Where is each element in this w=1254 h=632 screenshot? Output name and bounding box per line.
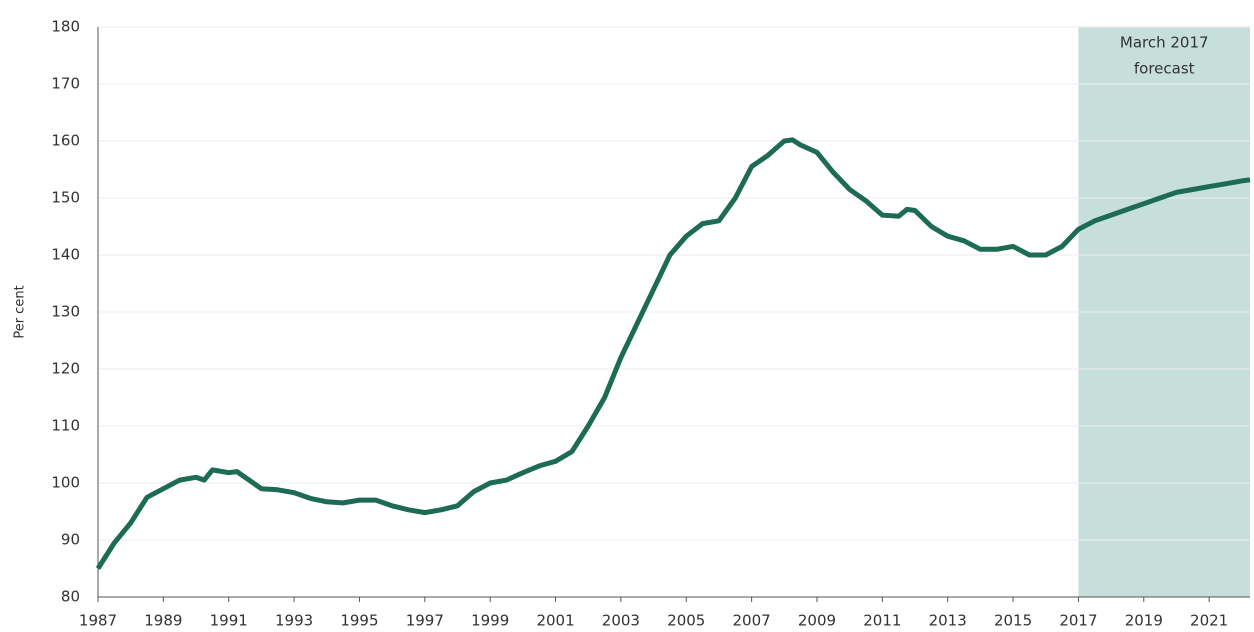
annotation: forecast	[1134, 60, 1195, 78]
y-tick-label: 120	[51, 360, 80, 378]
series-line	[95, 137, 1251, 570]
x-tick-label: 2013	[929, 612, 967, 630]
y-tick-label: 130	[51, 303, 80, 321]
x-tick-label: 2017	[1059, 612, 1097, 630]
x-tick-label: 2007	[733, 612, 771, 630]
x-tick-label: 1999	[471, 612, 509, 630]
x-tick-label: 2003	[602, 612, 640, 630]
x-tick-label: 2009	[798, 612, 836, 630]
y-tick-label: 160	[51, 132, 80, 150]
x-tick-label: 2001	[536, 612, 574, 630]
x-tick-label: 1989	[144, 612, 182, 630]
x-tick-label: 1995	[340, 612, 378, 630]
annotation: March 2017	[1120, 34, 1209, 52]
y-tick-label: 170	[51, 75, 80, 93]
x-tick-label: 1993	[275, 612, 313, 630]
y-tick-label: 140	[51, 246, 80, 264]
y-tick-label: 100	[51, 474, 80, 492]
y-axis-label: Per cent	[13, 285, 28, 338]
x-tick-label: 1997	[406, 612, 444, 630]
x-tick-label: 1987	[79, 612, 117, 630]
x-tick-label: 2011	[863, 612, 901, 630]
y-tick-label: 150	[51, 189, 80, 207]
x-tick-label: 1991	[210, 612, 248, 630]
y-tick-label: 90	[61, 531, 80, 549]
x-tick-label: 2021	[1190, 612, 1228, 630]
y-tick-label: 110	[51, 417, 80, 435]
y-tick-label: 180	[51, 18, 80, 36]
x-tick-label: 2015	[994, 612, 1032, 630]
x-tick-label: 2019	[1125, 612, 1163, 630]
y-tick-label: 80	[61, 588, 80, 606]
x-tick-label: 2005	[667, 612, 705, 630]
